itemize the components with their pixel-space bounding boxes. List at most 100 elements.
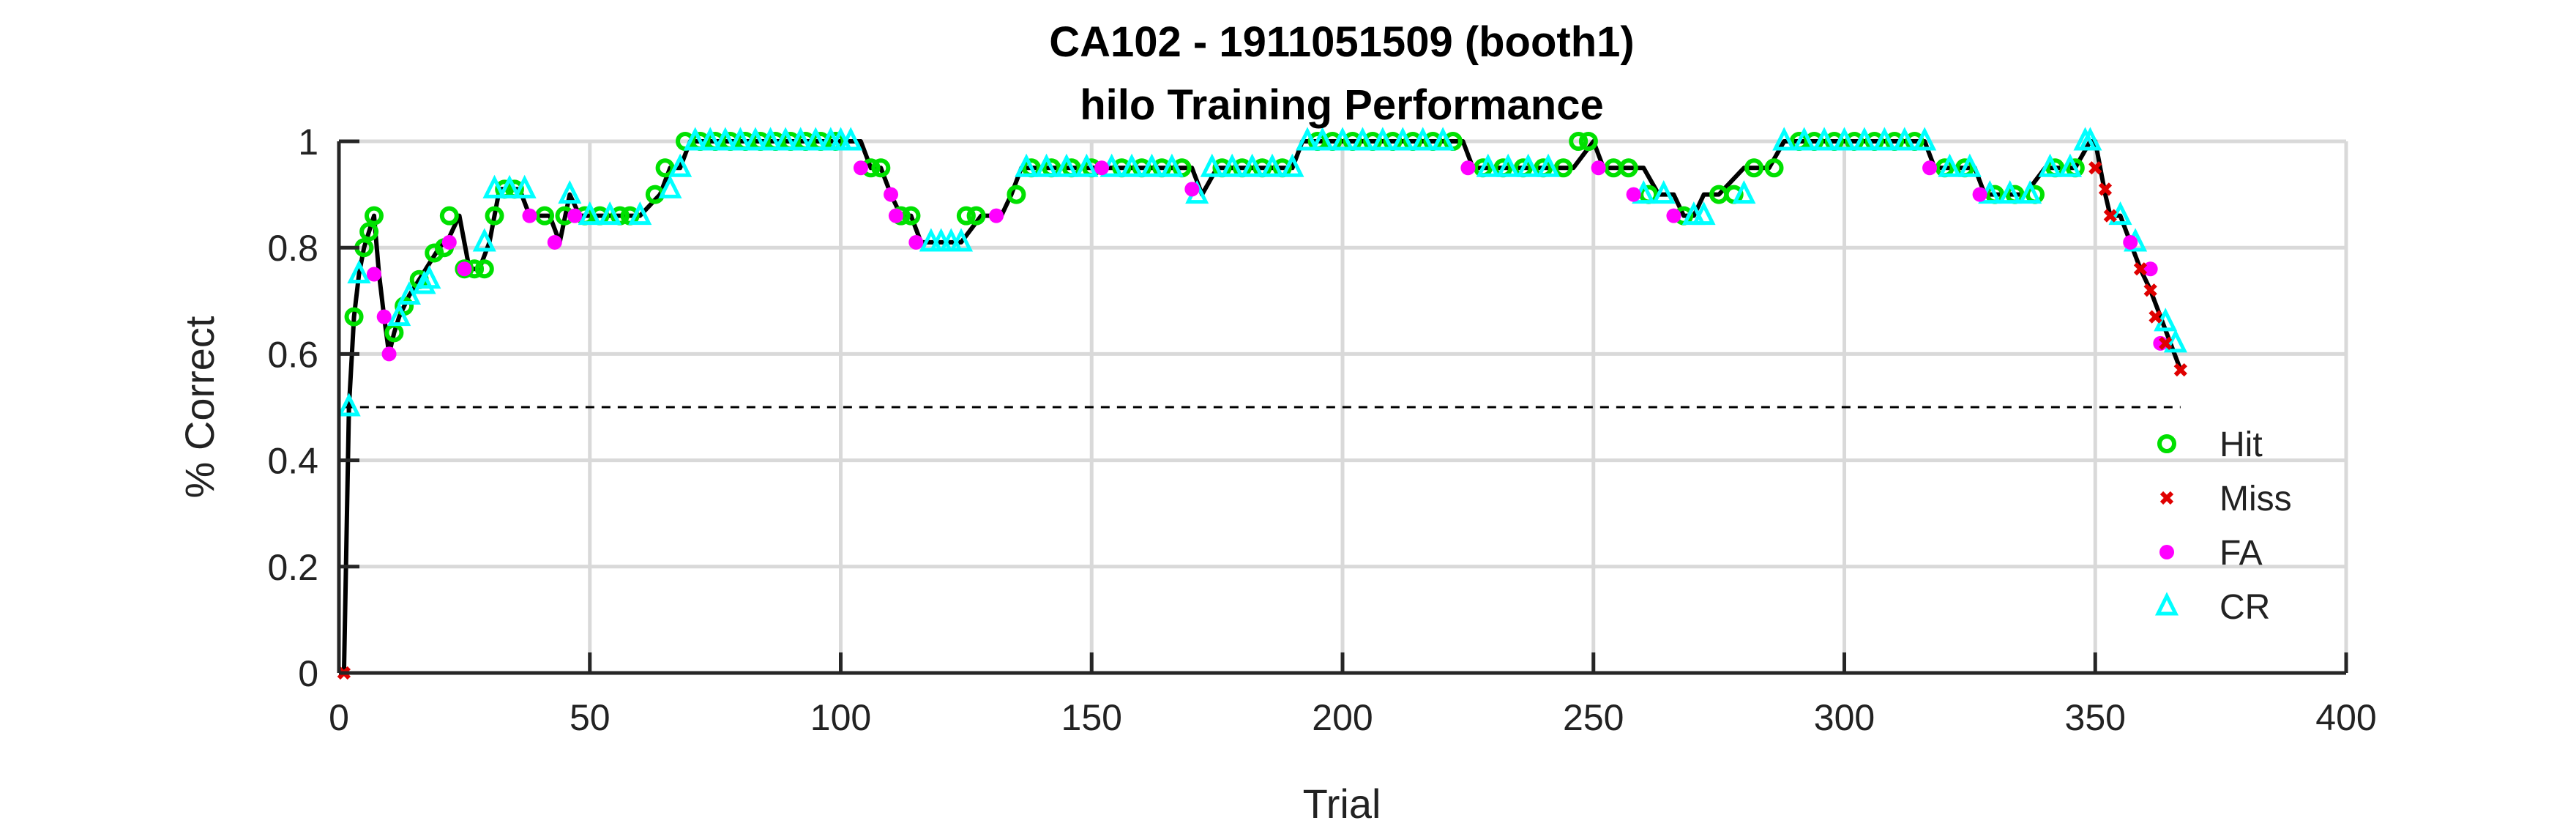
marker-cr	[1351, 127, 1375, 151]
y-tick-label: 0	[298, 653, 318, 694]
marker-fa	[908, 234, 924, 250]
marker-cr	[2018, 180, 2042, 204]
marker-cr	[347, 259, 371, 283]
marker-cr	[839, 127, 863, 151]
marker-fa	[1922, 160, 1938, 176]
marker-hit	[1569, 132, 1588, 151]
marker-fa	[1184, 182, 1200, 197]
marker-hit	[1744, 158, 1764, 178]
y-tick-label: 1	[298, 122, 318, 163]
marker-cr	[1240, 153, 1264, 177]
marker-miss	[2173, 363, 2187, 377]
marker-cr	[1034, 153, 1059, 177]
marker-cr	[2058, 153, 2083, 177]
marker-cr	[578, 201, 602, 226]
marker-cr	[698, 127, 723, 151]
legend-label: FA	[2220, 534, 2263, 573]
marker-cr	[1496, 153, 1520, 177]
marker-cr	[2078, 127, 2102, 151]
marker-cr	[598, 201, 622, 226]
marker-cr	[774, 127, 798, 151]
marker-cr	[1772, 127, 1796, 151]
marker-cr	[728, 127, 753, 151]
marker-cr	[1892, 127, 1916, 151]
marker-hit	[1007, 185, 1026, 204]
marker-cr	[1411, 127, 1435, 151]
axes	[337, 139, 2348, 675]
marker-hit	[1578, 132, 1598, 151]
marker-fa	[522, 208, 537, 223]
marker-fa	[547, 234, 562, 250]
legend-marker-fa	[2159, 545, 2174, 559]
marker-cr	[1075, 153, 1099, 177]
y-tick-label: 0.8	[267, 228, 318, 269]
marker-fa	[381, 346, 397, 362]
marker-fa	[1972, 187, 1987, 202]
marker-miss	[2098, 182, 2113, 196]
marker-cr	[1476, 153, 1500, 177]
marker-cr	[387, 302, 411, 327]
marker-hit	[535, 206, 555, 226]
legend: Hit Miss FA CR	[2154, 425, 2292, 627]
x-tick-labels: 0 50 100 150 200 250 300 350 400	[329, 697, 2377, 738]
marker-hit	[901, 206, 921, 226]
legend-label: CR	[2220, 588, 2270, 627]
legend-item-cr: CR	[2154, 588, 2270, 627]
marker-cr	[512, 174, 537, 198]
marker-cr	[2038, 153, 2062, 177]
marker-miss	[2148, 310, 2162, 324]
marker-cr	[788, 127, 813, 151]
legend-marker-hit	[2157, 434, 2176, 453]
x-tick-label: 0	[329, 697, 349, 738]
marker-hit	[1764, 158, 1784, 178]
marker-cr	[2163, 329, 2187, 353]
marker-miss	[2159, 336, 2173, 351]
x-tick-label: 50	[570, 697, 611, 738]
marker-cr	[949, 228, 974, 252]
x-tick-label: 150	[1061, 697, 1122, 738]
marker-hit	[655, 158, 675, 178]
marker-fa	[1626, 187, 1641, 202]
marker-fa	[989, 208, 1004, 223]
marker-cr	[417, 265, 441, 289]
marker-cr	[683, 127, 707, 151]
marker-hit	[956, 206, 976, 226]
chart-subtitle: hilo Training Performance	[1080, 81, 1603, 129]
marker-cr	[1516, 153, 1540, 177]
marker-cr	[628, 201, 652, 226]
marker-cr	[1260, 153, 1285, 177]
legend-item-hit: Hit	[2157, 425, 2263, 464]
marker-fa	[567, 208, 583, 223]
marker-fa	[853, 160, 868, 176]
marker-cr	[1938, 153, 1962, 177]
marker-cr	[658, 174, 682, 198]
marker-hit	[871, 158, 891, 178]
marker-cr	[758, 127, 783, 151]
x-tick-label: 300	[1814, 697, 1875, 738]
x-tick-label: 400	[2315, 697, 2376, 738]
marker-fa	[1460, 160, 1476, 176]
marker-cr	[1998, 180, 2022, 204]
marker-fa	[888, 208, 903, 223]
marker-fa	[366, 267, 381, 282]
y-tick-label: 0.2	[267, 547, 318, 588]
marker-fa	[441, 234, 457, 250]
marker-hit	[439, 206, 459, 226]
legend-marker-cr	[2154, 592, 2179, 616]
marker-cr	[668, 153, 692, 177]
marker-cr	[1957, 153, 1982, 177]
y-tick-label: 0.4	[267, 441, 318, 482]
marker-hit	[485, 206, 504, 226]
legend-label: Miss	[2220, 480, 2292, 518]
marker-miss	[2103, 209, 2117, 223]
marker-cr	[1200, 153, 1224, 177]
marker-cr	[337, 392, 361, 417]
marker-cr	[1732, 180, 1756, 204]
marker-fa	[1094, 160, 1109, 176]
marker-hit	[474, 259, 494, 279]
marker-cr	[1015, 153, 1039, 177]
marker-cr	[1913, 127, 1937, 151]
marker-cr	[1812, 127, 1837, 151]
marker-fa	[1591, 160, 1606, 176]
marker-hit	[364, 206, 384, 226]
